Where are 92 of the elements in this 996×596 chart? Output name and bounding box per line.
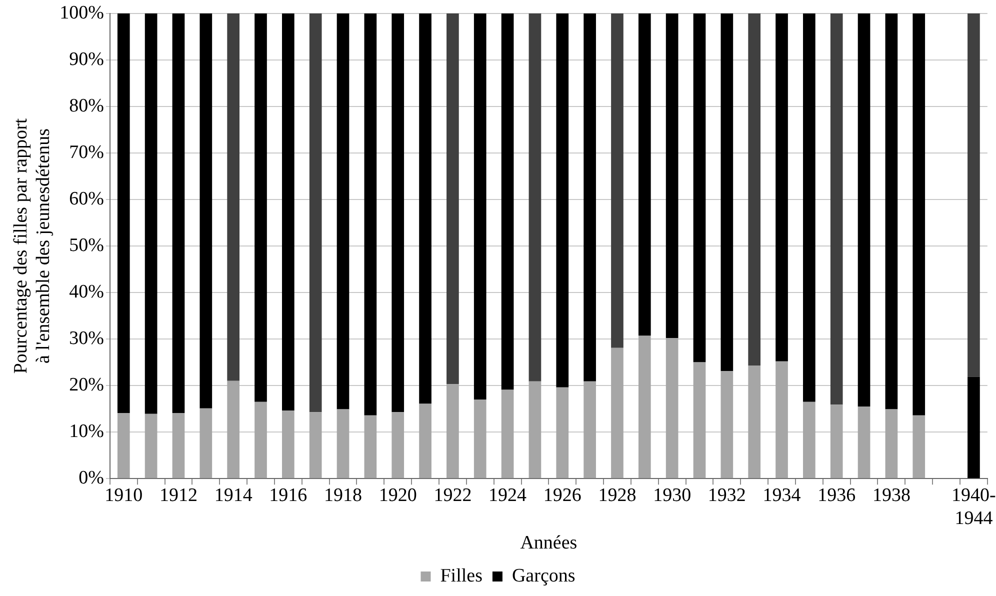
y-tick-label: 20% <box>69 374 104 396</box>
bar <box>968 13 980 377</box>
y-tick-label: 10% <box>69 421 104 442</box>
bar <box>858 13 870 406</box>
bar <box>584 13 596 382</box>
bar <box>885 13 898 410</box>
bar <box>227 13 240 381</box>
bar <box>172 13 185 414</box>
bar <box>309 13 322 412</box>
bar <box>392 13 404 412</box>
bar <box>666 338 678 478</box>
bar <box>364 13 377 416</box>
x-axis-title: Années <box>520 532 578 554</box>
bar <box>144 414 158 478</box>
bar <box>117 13 130 414</box>
bar <box>200 13 212 408</box>
x-tick-label: 1922 <box>434 484 472 506</box>
x-tick-label: 1920 <box>378 484 417 506</box>
bar <box>254 402 267 478</box>
bar <box>556 387 569 478</box>
bar <box>912 13 926 416</box>
bar <box>858 406 870 478</box>
bar <box>501 13 514 390</box>
y-tick-label: 90% <box>69 48 104 70</box>
bar <box>528 381 542 478</box>
y-tick-label: 40% <box>69 282 104 303</box>
bar <box>666 13 678 338</box>
bar <box>227 380 240 478</box>
bar <box>720 371 734 478</box>
bar <box>501 390 514 478</box>
bar <box>830 404 843 478</box>
bar <box>693 13 706 362</box>
bar <box>392 412 404 478</box>
legend-label: Filles <box>440 565 482 586</box>
bar <box>830 13 843 405</box>
x-tick-label: 1934 <box>762 484 802 506</box>
bar <box>720 13 734 372</box>
bar <box>336 409 350 478</box>
bar <box>528 13 542 382</box>
x-tick-label: 1926 <box>543 484 582 506</box>
bar <box>364 415 377 478</box>
bar <box>419 13 432 404</box>
bar <box>117 413 130 478</box>
bar <box>638 13 651 336</box>
x-tick-label: 1916 <box>269 484 308 506</box>
bar <box>803 13 816 402</box>
x-tick-label: 1936 <box>818 484 856 506</box>
y-tick-label: 50% <box>69 234 104 256</box>
x-tick-label: 1910 <box>104 484 143 506</box>
bar <box>200 408 212 478</box>
x-tick-label: 1930 <box>653 484 692 506</box>
bar <box>748 366 761 478</box>
bar <box>172 413 185 478</box>
bar <box>803 402 816 478</box>
y-tick-label: 80% <box>69 95 104 116</box>
bar <box>144 13 158 414</box>
bar <box>556 13 569 388</box>
bar <box>776 13 788 362</box>
x-tick-label: 1938 <box>872 484 910 506</box>
bar <box>584 381 596 478</box>
bar <box>254 13 267 402</box>
x-tick-label: 1912 <box>159 484 198 506</box>
bar <box>282 13 294 411</box>
x-tick-label: 1918 <box>324 484 362 506</box>
bar <box>474 400 486 478</box>
bar <box>419 404 432 478</box>
y-tick-label: 70% <box>69 142 104 163</box>
bar <box>611 348 624 478</box>
x-tick-label: 1940- 1944 <box>952 484 996 529</box>
y-tick-label: 100% <box>60 2 104 24</box>
bar <box>611 13 624 348</box>
bar <box>885 409 898 478</box>
legend-label: Garçons <box>512 565 576 586</box>
x-tick-label: 1914 <box>214 484 253 506</box>
y-tick-label: 60% <box>69 188 104 210</box>
x-tick-label: 1932 <box>708 484 746 506</box>
x-tick-label: 1928 <box>598 484 636 506</box>
bar <box>693 362 706 478</box>
x-tick-label: 1924 <box>488 484 528 506</box>
bar <box>912 415 926 478</box>
y-axis-title: Pourcentage des filles par rapport à l'ensemble des jeunesdétenus <box>10 118 54 374</box>
bar <box>474 13 486 400</box>
bar <box>309 412 322 478</box>
y-tick-label: 30% <box>69 328 104 350</box>
bar <box>638 336 651 478</box>
bar <box>282 410 294 478</box>
y-tick-label: 0% <box>78 468 104 489</box>
bar <box>446 384 459 478</box>
bar <box>748 13 761 366</box>
bar <box>776 361 788 478</box>
bar <box>336 13 350 410</box>
bar <box>446 13 459 384</box>
